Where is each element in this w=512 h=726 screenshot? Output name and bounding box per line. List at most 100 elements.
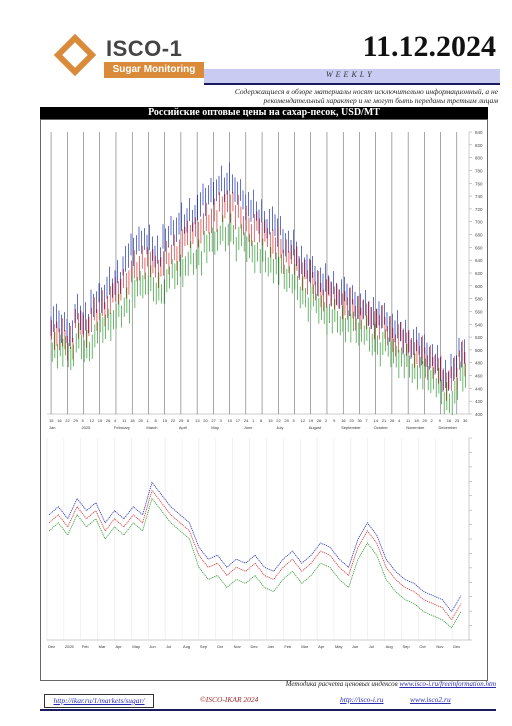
- y-tick-label: 600: [475, 284, 483, 289]
- x-tick-label: 1: [252, 418, 255, 423]
- x-tick-label: 22: [65, 418, 70, 423]
- x-tick-label-2: Jun: [352, 644, 358, 649]
- x-tick-label: 10: [228, 418, 233, 423]
- x-tick-label: 28: [390, 418, 395, 423]
- y-tick-label: 640: [475, 258, 483, 263]
- y-tick-label: 580: [475, 297, 483, 302]
- y-tick-label: 800: [475, 156, 483, 161]
- x-tick-label-2: May: [132, 644, 140, 649]
- x-tick-label-2: Dec: [251, 644, 258, 649]
- x-tick-label-2: Jul: [166, 644, 171, 649]
- x-tick-label: 16: [341, 418, 346, 423]
- x-tick-label-2: Dec: [48, 644, 55, 649]
- x-tick-label: 9: [333, 418, 336, 423]
- methodology-text: Методика расчета ценовых индексов: [285, 680, 398, 688]
- x-tick-label-2: Apr: [318, 644, 325, 649]
- isco2-link[interactable]: www.isco2.ru: [410, 695, 451, 704]
- y-tick-label: 520: [475, 335, 483, 340]
- y-tick-label: 440: [475, 386, 483, 391]
- month-label: April: [179, 425, 187, 430]
- logo: [40, 32, 204, 86]
- x-tick-label: 4: [114, 418, 117, 423]
- y-tick-label: 400: [475, 412, 483, 417]
- x-tick-label: 20: [203, 418, 208, 423]
- x-tick-label: 23: [455, 418, 460, 423]
- y-tick-label: 720: [475, 207, 483, 212]
- logo-emblem-icon: [53, 33, 97, 77]
- x-tick-label: 30: [357, 418, 362, 423]
- month-label: November: [406, 425, 425, 430]
- x-tick-label: 22: [171, 418, 176, 423]
- month-label: December: [439, 425, 458, 430]
- x-tick-label: 19: [309, 418, 314, 423]
- series-line: [48, 481, 462, 613]
- x-tick-label: 13: [195, 418, 200, 423]
- x-tick-label: 12: [301, 418, 306, 423]
- isco-link[interactable]: http://isco-i.ru: [340, 695, 384, 704]
- issue-date: 11.12.2024: [362, 30, 496, 63]
- chart-title: Российские оптовые цены на сахар-песок, …: [40, 107, 488, 119]
- x-tick-label: 8: [260, 418, 263, 423]
- period-label: WEEKLY: [326, 70, 375, 79]
- x-tick-label: 25: [138, 418, 143, 423]
- x-tick-label: 14: [374, 418, 379, 423]
- x-tick-label: 30: [463, 418, 468, 423]
- x-tick-label-2: Feb: [284, 644, 292, 649]
- copyright: ©ISCO-IKAR 2024: [200, 695, 259, 704]
- x-tick-label-2: May: [335, 644, 343, 649]
- x-tick-label-2: Sep: [402, 644, 410, 649]
- y-tick-label: 500: [475, 348, 483, 353]
- x-tick-label: 5: [293, 418, 296, 423]
- month-label: July: [276, 425, 283, 430]
- x-tick-label: 15: [163, 418, 168, 423]
- x-tick-label-2: Oct: [419, 644, 426, 649]
- y-tick-label: 680: [475, 233, 483, 238]
- x-tick-label-2: Oct: [217, 644, 224, 649]
- month-label: Jan: [49, 425, 55, 430]
- month-label: October: [374, 425, 389, 430]
- price-charts: 8408208007807607407207006806606406206005…: [46, 130, 483, 649]
- x-tick-label-2: Sep: [200, 644, 208, 649]
- x-tick-label-2: Jul: [369, 644, 374, 649]
- x-tick-label: 7: [366, 418, 369, 423]
- y-tick-label: 540: [475, 322, 483, 327]
- methodology-note: Методика расчета ценовых индексов www.is…: [240, 680, 496, 688]
- x-tick-label: 11: [406, 418, 411, 423]
- y-tick-label: 480: [475, 361, 483, 366]
- y-tick-label: 840: [475, 130, 483, 135]
- x-tick-label: 19: [98, 418, 103, 423]
- month-label: March: [146, 425, 157, 430]
- x-tick-label: 18: [414, 418, 419, 423]
- x-tick-label: 29: [284, 418, 289, 423]
- x-tick-label: 11: [122, 418, 127, 423]
- x-tick-label-2: Apr: [116, 644, 123, 649]
- date-panel: [204, 32, 501, 69]
- x-tick-label: 15: [49, 418, 54, 423]
- y-tick-label: 780: [475, 168, 483, 173]
- y-tick-label: 460: [475, 374, 483, 379]
- y-tick-label: 820: [475, 143, 483, 148]
- logo-name: ISCO-1: [106, 36, 183, 61]
- x-tick-label: 12: [90, 418, 95, 423]
- x-tick-label: 21: [382, 418, 387, 423]
- y-tick-label: 620: [475, 271, 483, 276]
- x-tick-label: 27: [211, 418, 216, 423]
- disclaimer: Содержащиеся в обзоре материалы носят ис…: [234, 87, 498, 105]
- x-tick-label-2: Feb: [82, 644, 90, 649]
- y-tick-label: 700: [475, 220, 483, 225]
- month-label: 2025: [81, 425, 91, 430]
- x-tick-label: 5: [82, 418, 85, 423]
- x-tick-label: 2: [430, 418, 433, 423]
- x-tick-label-2: Mar: [301, 644, 309, 649]
- y-tick-label: 420: [475, 399, 483, 404]
- month-label: June: [244, 425, 253, 430]
- x-tick-label-2: Nov: [234, 644, 241, 649]
- x-tick-label-2: Jun: [149, 644, 155, 649]
- logo-subtitle: Sugar Monitoring: [104, 62, 204, 78]
- methodology-link[interactable]: www.isco-i.ru/freeinformation.htm: [399, 680, 496, 688]
- x-tick-label: 16: [447, 418, 452, 423]
- series-line: [48, 489, 462, 621]
- x-tick-label: 22: [276, 418, 281, 423]
- ikar-link[interactable]: http://ikar.ru/1/markets/sugar/: [44, 694, 154, 708]
- x-tick-label: 4: [398, 418, 401, 423]
